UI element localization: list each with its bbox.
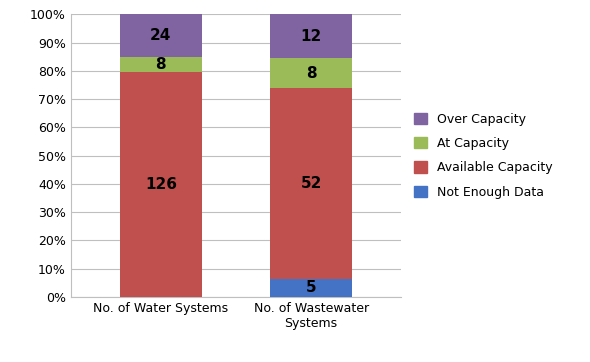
Bar [120,57,202,72]
Text: 126: 126 [145,177,177,192]
Bar [270,278,352,297]
Text: 52: 52 [300,176,322,191]
Text: 5: 5 [306,280,316,295]
Bar [270,14,352,59]
Bar [270,59,352,88]
Bar [120,14,202,57]
Text: 8: 8 [306,66,316,81]
Text: 12: 12 [300,29,322,44]
Bar [270,88,352,278]
Text: 8: 8 [156,57,166,72]
Bar [120,72,202,297]
Text: 24: 24 [150,29,172,43]
Legend: Over Capacity, At Capacity, Available Capacity, Not Enough Data: Over Capacity, At Capacity, Available Ca… [414,113,552,198]
